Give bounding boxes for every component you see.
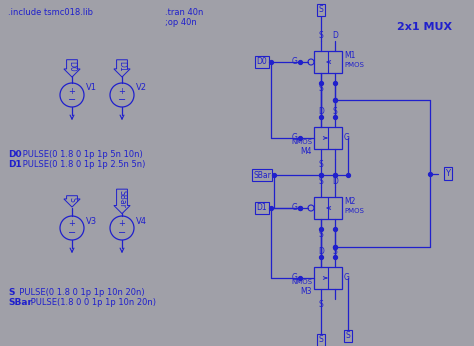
Text: .tran 40n: .tran 40n [165,8,203,17]
Text: +: + [118,86,126,95]
Text: S: S [319,160,323,169]
Text: −: − [68,95,76,105]
Text: V1: V1 [86,83,97,92]
Text: NMOS: NMOS [291,279,312,285]
Text: S: S [333,247,337,256]
Text: PULSE(1.8 0 0 1p 1p 10n 20n): PULSE(1.8 0 0 1p 1p 10n 20n) [28,298,156,307]
Text: +: + [69,219,75,228]
Text: −: − [118,228,126,238]
Text: G: G [344,273,350,282]
Text: SBar: SBar [118,190,127,208]
Text: D1: D1 [257,203,267,212]
Text: G: G [292,273,298,282]
Text: S: S [346,331,350,340]
Text: D: D [318,107,324,116]
Text: S: S [319,31,323,40]
Text: S: S [67,197,76,201]
Text: PMOS: PMOS [344,208,364,214]
Text: PULSE(0 1.8 0 1p 1p 5n 10n): PULSE(0 1.8 0 1p 1p 5n 10n) [20,150,143,159]
Text: D1: D1 [118,61,127,71]
Text: V3: V3 [86,217,97,226]
Text: S: S [319,300,323,309]
Text: Y: Y [446,169,450,178]
Text: M3: M3 [301,286,312,295]
Text: PULSE(0 1.8 0 1p 1p 2.5n 5n): PULSE(0 1.8 0 1p 1p 2.5n 5n) [20,160,146,169]
Bar [314,267,342,289]
Text: G: G [292,203,298,212]
Bar [314,127,342,149]
Text: V4: V4 [136,217,147,226]
Text: SBar: SBar [8,298,32,307]
Text: D1: D1 [8,160,22,169]
Text: M1: M1 [344,52,356,61]
Text: D0: D0 [8,150,22,159]
Text: D0: D0 [67,61,76,71]
Text: +: + [118,219,126,228]
Text: D: D [332,177,338,186]
Text: +: + [69,86,75,95]
Text: G: G [292,134,298,143]
Text: G: G [344,134,350,143]
Text: PMOS: PMOS [344,62,364,68]
Bar [314,197,342,219]
Text: PULSE(0 1.8 0 1p 1p 10n 20n): PULSE(0 1.8 0 1p 1p 10n 20n) [14,288,145,297]
Text: G: G [292,57,298,66]
Text: M2: M2 [344,198,356,207]
Text: D0: D0 [256,57,267,66]
Text: S: S [319,230,323,239]
Text: 2x1 MUX: 2x1 MUX [397,22,453,32]
Text: NMOS: NMOS [291,139,312,145]
Text: ;op 40n: ;op 40n [165,18,197,27]
Text: D: D [318,247,324,256]
Text: S: S [319,336,323,345]
Text: D: D [332,31,338,40]
Text: SBar: SBar [253,171,271,180]
Text: S: S [319,6,323,15]
Text: V2: V2 [136,83,147,92]
Text: S: S [333,107,337,116]
Text: M4: M4 [301,146,312,155]
Text: −: − [68,228,76,238]
Bar [314,51,342,73]
Text: .include tsmc018.lib: .include tsmc018.lib [8,8,93,17]
Text: S: S [319,177,323,186]
Text: S: S [319,84,323,93]
Text: −: − [118,95,126,105]
Text: S: S [8,288,15,297]
